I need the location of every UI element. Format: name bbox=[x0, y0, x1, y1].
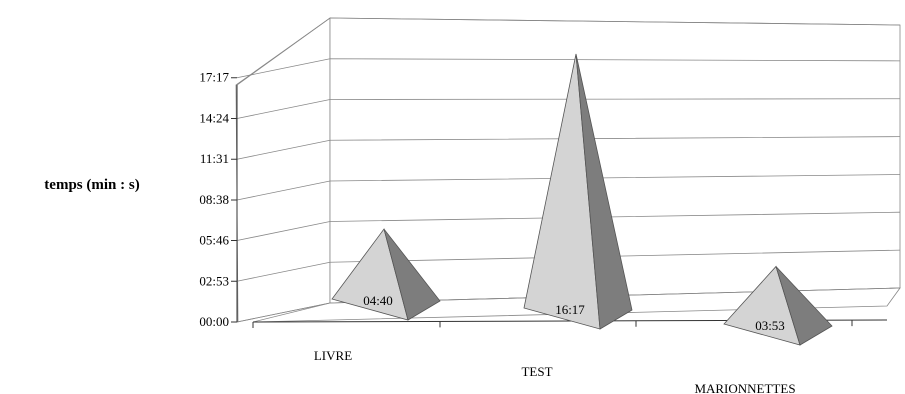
pyramid-bar bbox=[523, 53, 633, 330]
gridline bbox=[236, 249, 901, 282]
data-label: 04:40 bbox=[363, 293, 393, 308]
pyramid-face-side bbox=[575, 53, 633, 330]
data-label: 16:17 bbox=[555, 302, 585, 317]
y-axis-label: temps (min : s) bbox=[44, 177, 139, 193]
gridline bbox=[236, 136, 901, 160]
side-wall bbox=[235, 17, 331, 323]
pyramid-bar bbox=[723, 265, 833, 346]
x-category-label: TEST bbox=[521, 364, 552, 379]
x-category-labels: LIVRE TEST MARIONNETTES bbox=[314, 348, 796, 394]
data-label: 03:53 bbox=[755, 318, 785, 333]
y-tick-labels: 00:00 02:53 05:46 08:38 11:31 14:24 17:17 bbox=[199, 70, 237, 329]
y-tick-label: 08:38 bbox=[199, 192, 229, 207]
y-tick-label: 02:53 bbox=[199, 273, 229, 288]
y-tick-label: 17:17 bbox=[199, 70, 229, 85]
pyramid-face-side bbox=[383, 228, 441, 321]
y-tick-label: 00:00 bbox=[199, 314, 229, 329]
pyramid-bar bbox=[331, 228, 441, 321]
gridline bbox=[236, 211, 901, 241]
gridlines bbox=[236, 17, 901, 323]
y-tick-label: 14:24 bbox=[199, 110, 229, 125]
gridline bbox=[236, 287, 901, 323]
gridline bbox=[236, 174, 901, 201]
y-tick-label: 11:31 bbox=[200, 151, 229, 166]
x-category-label: LIVRE bbox=[314, 348, 352, 363]
gridline-top bbox=[236, 17, 901, 86]
pyramid-marks: 04:40 16:17 03:53 bbox=[331, 53, 833, 346]
pyramid-face-side bbox=[775, 266, 833, 346]
y-tick-label: 05:46 bbox=[199, 233, 229, 248]
x-category-label: MARIONNETTES bbox=[694, 381, 795, 394]
gridline bbox=[236, 58, 901, 79]
gridline bbox=[236, 98, 901, 119]
